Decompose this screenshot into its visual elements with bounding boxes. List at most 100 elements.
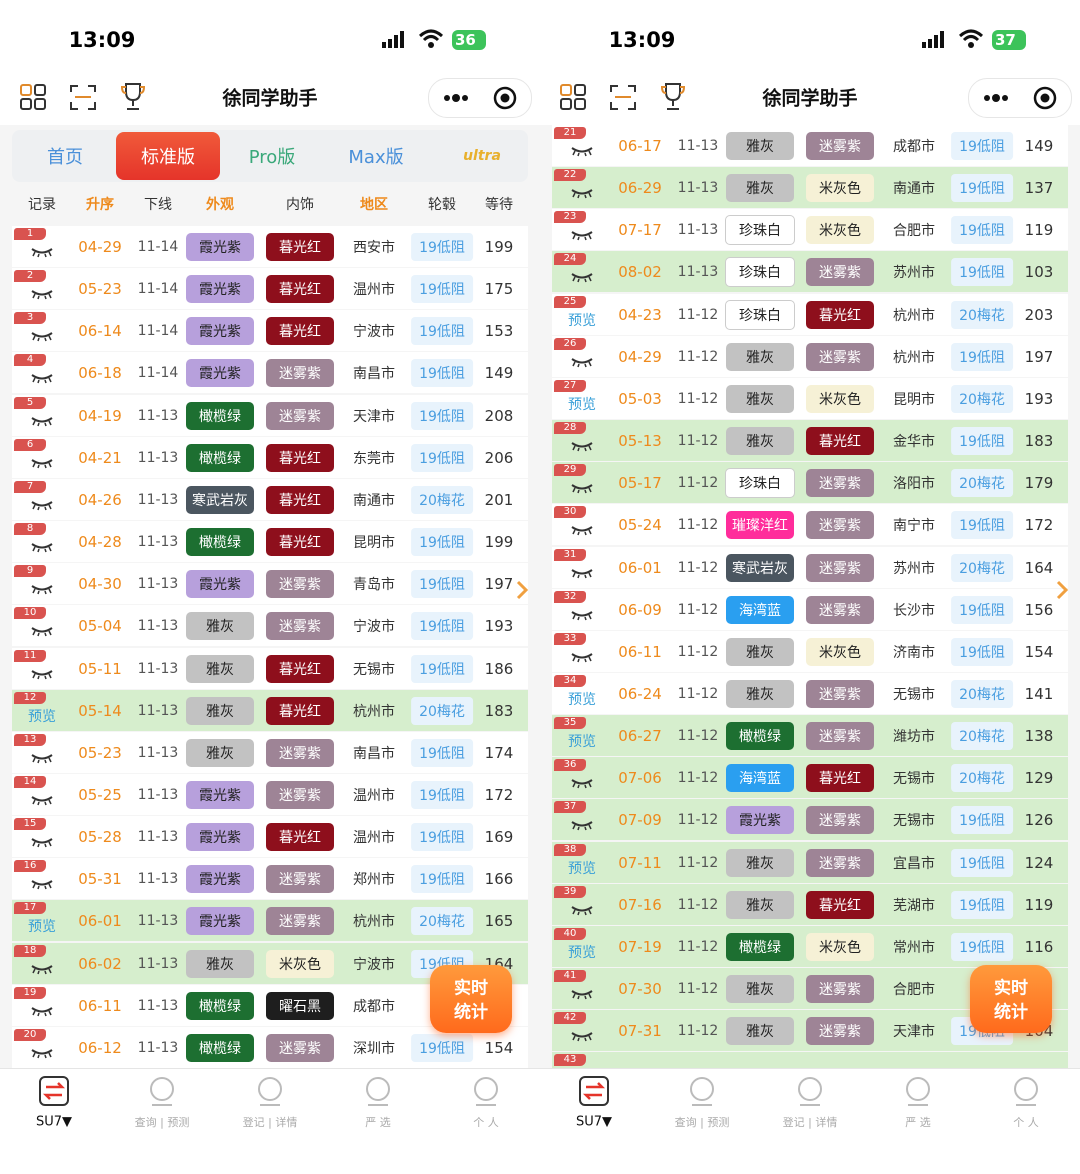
record-row[interactable]: 7 04-26 11-13 寒武岩灰 暮光红 南通市 20梅花 201 xyxy=(12,478,528,520)
trophy-icon xyxy=(660,83,686,110)
nav-item[interactable]: 登记 | 详情 xyxy=(220,1069,320,1139)
record-row[interactable]: 29 05-17 11-12 珍珠白 迷雾紫 洛阳市 20梅花 179 xyxy=(552,462,1068,504)
scan-icon xyxy=(70,85,96,110)
column-header[interactable]: 升序 xyxy=(86,197,114,213)
record-row[interactable]: 11 05-11 11-13 雅灰 暮光红 无锡市 19低阻 186 xyxy=(12,647,528,689)
nav-label: 登记 | 详情 xyxy=(242,1116,298,1129)
line-date: 11-13 xyxy=(137,534,179,551)
nav-item[interactable]: 查询 | 预测 xyxy=(652,1069,752,1139)
record-row[interactable]: 28 05-13 11-12 雅灰 暮光红 金华市 19低阻 183 xyxy=(552,420,1068,462)
nav-item[interactable]: 登记 | 详情 xyxy=(760,1069,860,1139)
line-date: 11-13 xyxy=(137,997,179,1014)
interior-color: 迷雾紫 xyxy=(806,595,874,624)
record-row[interactable]: 22 06-29 11-13 雅灰 米灰色 南通市 19低阻 137 xyxy=(552,167,1068,209)
preview-tag: 预览 xyxy=(568,312,596,329)
record-row[interactable]: 24 08-02 11-13 珍珠白 迷雾紫 苏州市 19低阻 103 xyxy=(552,251,1068,293)
record-row[interactable]: 39 07-16 11-12 雅灰 暮光红 芜湖市 19低阻 119 xyxy=(552,883,1068,925)
wait: 124 xyxy=(1024,853,1054,872)
line-date: 11-12 xyxy=(677,601,719,618)
record-row[interactable]: 5 04-19 11-13 橄榄绿 迷雾紫 天津市 19低阻 208 xyxy=(12,394,528,436)
eye-icon xyxy=(571,442,593,452)
date: 05-13 xyxy=(618,432,662,451)
record-row[interactable]: 30 05-24 11-12 璀璨洋红 迷雾紫 南宁市 19低阻 172 xyxy=(552,504,1068,546)
tab[interactable]: 首页 xyxy=(47,147,83,168)
exterior-color: 橄榄绿 xyxy=(186,443,254,472)
record-row[interactable]: 17 预览 06-01 11-13 霞光紫 迷雾紫 杭州市 20梅花 165 xyxy=(12,900,528,942)
wheel: 19低阻 xyxy=(411,865,473,894)
record-number: 37 xyxy=(554,801,586,814)
tab[interactable]: Max版 xyxy=(348,147,404,168)
nav-label: 查询 | 预测 xyxy=(134,1116,190,1129)
record-row[interactable]: 14 05-25 11-13 霞光紫 迷雾紫 温州市 19低阻 172 xyxy=(12,773,528,815)
record-row[interactable]: 10 05-04 11-13 雅灰 迷雾紫 宁波市 19低阻 193 xyxy=(12,605,528,647)
record-row[interactable]: 6 04-21 11-13 橄榄绿 暮光红 东莞市 19低阻 206 xyxy=(12,436,528,478)
eye-icon xyxy=(31,458,53,468)
exterior-color: 橄榄绿 xyxy=(186,401,254,430)
nav-item[interactable]: 个 人 xyxy=(976,1069,1076,1139)
record-row[interactable]: 31 06-01 11-12 寒武岩灰 迷雾紫 苏州市 20梅花 164 xyxy=(552,546,1068,588)
record-row[interactable]: 3 06-14 11-14 霞光紫 暮光红 宁波市 19低阻 153 xyxy=(12,310,528,352)
nav-item[interactable]: 严 选 xyxy=(868,1069,968,1139)
record-row[interactable]: 4 06-18 11-14 霞光紫 迷雾紫 南昌市 19低阻 149 xyxy=(12,352,528,394)
record-row[interactable]: 43 xyxy=(552,1052,1068,1068)
record-row[interactable]: 2 05-23 11-14 霞光紫 暮光红 温州市 19低阻 175 xyxy=(12,268,528,310)
nav-item[interactable]: 严 选 xyxy=(328,1069,428,1139)
phone-screen: 13:09 36 徐同学助手 首页 标准版 Pro版 Max版 ultra 记录 升序 下线 外观 内饰… xyxy=(0,28,540,1139)
record-row[interactable]: 27 预览 05-03 11-12 雅灰 米灰色 昆明市 20梅花 193 xyxy=(552,377,1068,419)
record-row[interactable]: 9 04-30 11-13 霞光紫 迷雾紫 青岛市 19低阻 197 xyxy=(12,563,528,605)
column-header[interactable]: 地区 xyxy=(360,197,388,213)
record-row[interactable]: 13 05-23 11-13 雅灰 迷雾紫 南昌市 19低阻 174 xyxy=(12,731,528,773)
record-row[interactable]: 23 07-17 11-13 珍珠白 米灰色 合肥市 19低阻 119 xyxy=(552,209,1068,251)
line-date: 11-12 xyxy=(677,812,719,829)
wait: 206 xyxy=(484,448,514,467)
nav-item[interactable]: SU7▼ xyxy=(544,1069,644,1139)
record-row[interactable]: 12 预览 05-14 11-13 雅灰 暮光红 杭州市 20梅花 183 xyxy=(12,689,528,731)
record-number: 41 xyxy=(554,970,586,982)
record-row[interactable]: 26 04-29 11-12 雅灰 迷雾紫 杭州市 19低阻 197 xyxy=(552,335,1068,377)
record-number: 24 xyxy=(554,253,586,266)
record-row[interactable]: 20 06-12 11-13 橄榄绿 迷雾紫 深圳市 19低阻 154 xyxy=(12,1026,528,1068)
record-row[interactable]: 33 06-11 11-12 雅灰 米灰色 济南市 19低阻 154 xyxy=(552,630,1068,672)
record-row[interactable]: 15 05-28 11-13 霞光紫 暮光红 温州市 19低阻 169 xyxy=(12,816,528,858)
record-row[interactable]: 8 04-28 11-13 橄榄绿 暮光红 昆明市 19低阻 199 xyxy=(12,521,528,563)
interior-color: 迷雾紫 xyxy=(806,806,874,835)
interior-color: 暮光红 xyxy=(266,317,334,346)
tab[interactable]: Pro版 xyxy=(248,147,296,168)
column-header[interactable]: 外观 xyxy=(206,197,234,213)
stats-button[interactable]: 实时 统计 xyxy=(430,965,512,1033)
tab[interactable]: ultra xyxy=(463,148,501,164)
date: 07-31 xyxy=(618,1022,662,1041)
record-row[interactable]: 40 预览 07-19 11-12 橄榄绿 米灰色 常州市 19低阻 116 xyxy=(552,925,1068,967)
capsule[interactable] xyxy=(968,78,1072,118)
record-row[interactable]: 25 预览 04-23 11-12 珍珠白 暮光红 杭州市 20梅花 203 xyxy=(552,293,1068,335)
line-date: 11-14 xyxy=(137,323,179,340)
record-row[interactable]: 21 06-17 11-13 雅灰 迷雾紫 成都市 19低阻 149 xyxy=(552,125,1068,166)
wait: 172 xyxy=(484,785,514,804)
record-row[interactable]: 38 预览 07-11 11-12 雅灰 迷雾紫 宜昌市 19低阻 124 xyxy=(552,841,1068,883)
record-row[interactable]: 36 07-06 11-12 海湾蓝 暮光红 无锡市 20梅花 129 xyxy=(552,757,1068,799)
city: 昆明市 xyxy=(893,391,935,408)
nav-item[interactable]: SU7▼ xyxy=(4,1069,104,1139)
nav-item[interactable]: 个 人 xyxy=(436,1069,536,1139)
record-row[interactable]: 37 07-09 11-12 霞光紫 迷雾紫 无锡市 19低阻 126 xyxy=(552,799,1068,841)
nav-item[interactable]: 查询 | 预测 xyxy=(112,1069,212,1139)
wheel: 19低阻 xyxy=(951,427,1013,456)
wheel: 19低阻 xyxy=(411,317,473,346)
stats-button[interactable]: 实时 统计 xyxy=(970,965,1052,1033)
record-row[interactable]: 16 05-31 11-13 霞光紫 迷雾紫 郑州市 19低阻 166 xyxy=(12,858,528,900)
record-row[interactable]: 1 04-29 11-14 霞光紫 暮光红 西安市 19低阻 199 xyxy=(12,226,528,267)
interior-color: 迷雾紫 xyxy=(806,469,874,498)
capsule[interactable] xyxy=(428,78,532,118)
record-number: 14 xyxy=(14,775,46,788)
preview-tag: 预览 xyxy=(568,734,596,751)
interior-color: 迷雾紫 xyxy=(266,570,334,599)
eye-icon xyxy=(571,231,593,241)
record-number: 27 xyxy=(554,379,586,392)
wait: 203 xyxy=(1024,305,1054,324)
record-row[interactable]: 35 预览 06-27 11-12 橄榄绿 迷雾紫 潍坊市 20梅花 138 xyxy=(552,715,1068,757)
record-number: 36 xyxy=(554,759,586,772)
tab[interactable]: 标准版 xyxy=(141,147,195,168)
record-row[interactable]: 34 预览 06-24 11-12 雅灰 迷雾紫 无锡市 20梅花 141 xyxy=(552,672,1068,714)
record-row[interactable]: 32 06-09 11-12 海湾蓝 迷雾紫 长沙市 19低阻 156 xyxy=(552,588,1068,630)
